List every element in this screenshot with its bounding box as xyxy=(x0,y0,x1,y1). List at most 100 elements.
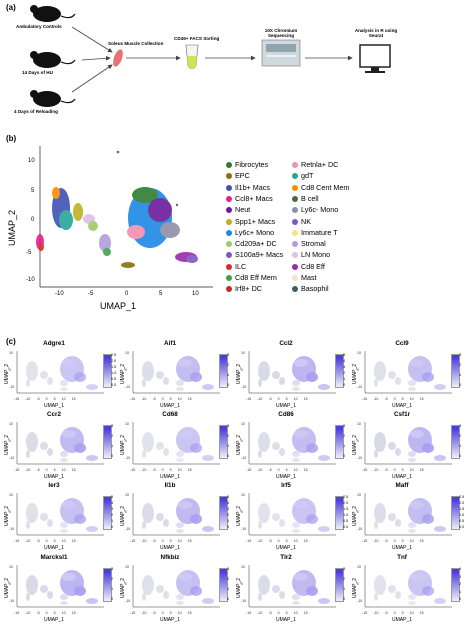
colorbar xyxy=(335,496,344,530)
cluster-blob xyxy=(292,529,300,533)
feature-plot-scatter xyxy=(364,351,452,394)
colorbar xyxy=(335,354,344,388)
mouse-icon xyxy=(30,51,76,68)
feature-plot-scatter xyxy=(132,351,220,394)
colorbar-tick: 0 xyxy=(459,383,462,387)
legend-dot xyxy=(226,241,232,248)
cluster-blob xyxy=(132,187,158,203)
cluster-blob xyxy=(142,593,146,601)
colorbar xyxy=(219,496,228,530)
cluster-blob xyxy=(60,387,68,391)
colorbar-tick: 0 xyxy=(459,597,462,601)
colorbar-tick: 3 xyxy=(227,353,230,357)
feature-plot-xlabel: UMAP_1 xyxy=(392,545,413,551)
feature-plot-ytick: -10 xyxy=(9,599,15,603)
cluster-blob xyxy=(258,503,270,523)
feature-plot-ytick: 0 xyxy=(241,368,243,372)
panel-a-workflow xyxy=(30,5,391,107)
feature-plot-xticks: -15 -10 -5 0 5 10 15 xyxy=(14,397,76,401)
colorbar-tick: 2.0 xyxy=(111,359,117,363)
feature-plot-xlabel: UMAP_1 xyxy=(276,403,297,409)
legend-label: Immature T xyxy=(301,227,338,237)
colorbar-tick: 0 xyxy=(227,597,230,601)
feature-plot-ytick: 0 xyxy=(9,368,11,372)
feature-plot-ytick: 10 xyxy=(125,493,129,497)
cluster-blob xyxy=(26,521,30,529)
step-collection: Soleus Muscle Collection xyxy=(108,41,164,46)
feature-plot-ylabel: UMAP_2 xyxy=(236,434,242,455)
feature-plot-ytick: 10 xyxy=(241,493,245,497)
group-reloading: 4 Days of Reloading xyxy=(14,109,58,114)
legend-label: Spp1+ Macs xyxy=(235,216,276,226)
feature-plot-ylabel: UMAP_2 xyxy=(120,434,126,455)
feature-plot-title: Cd68 xyxy=(162,411,178,418)
colorbar-tick: 2 xyxy=(459,582,462,586)
cluster-blob xyxy=(60,451,68,457)
colorbar-tick: 2.0 xyxy=(343,501,349,505)
cluster-blob xyxy=(60,594,68,600)
cluster-blob xyxy=(142,361,154,381)
feature-plot: Marcksl1 UMAP_2 UMAP_1 -15 -10 -5 0 5 10 15… xyxy=(0,554,116,624)
colorbar-tick: 3 xyxy=(459,353,462,357)
feature-plot: Ccl9 UMAP_2 UMAP_1 -15 -10 -5 0 5 10 15 10 0-… xyxy=(348,340,464,410)
mouse-icon xyxy=(30,90,76,107)
colorbar-tick: 3 xyxy=(227,567,230,571)
legend-item: Retnla+ DC xyxy=(292,160,338,169)
feature-plot-scatter xyxy=(248,351,336,394)
cluster-blob xyxy=(178,359,192,367)
legend-label: Irf8+ DC xyxy=(235,284,262,294)
colorbar-tick: 1.0 xyxy=(111,371,117,375)
legend-dot xyxy=(226,207,232,214)
legend-dot xyxy=(226,218,232,225)
legend-item: Ly6c- Mono xyxy=(292,205,338,214)
feature-plot-ytick: -10 xyxy=(241,456,247,460)
cluster-blob xyxy=(178,573,192,581)
cluster-blob xyxy=(86,598,98,604)
feature-plot-ytick: 0 xyxy=(241,582,243,586)
cluster-blob xyxy=(86,384,98,390)
cluster-blob xyxy=(40,371,48,379)
legend-item: Cd8 Eff Mem xyxy=(226,273,277,282)
cluster-blob xyxy=(272,371,280,379)
feature-plot-title: Irf5 xyxy=(281,482,291,489)
cluster-blob xyxy=(202,526,214,532)
colorbar-tick: 3 xyxy=(111,507,114,511)
cluster-blob xyxy=(88,221,98,231)
colorbar-tick: 1 xyxy=(459,444,462,448)
colorbar-tick: 1 xyxy=(111,587,114,591)
colorbar-tick: 3 xyxy=(343,567,346,571)
cluster-blob xyxy=(160,222,180,238)
cluster-blob xyxy=(156,513,164,521)
feature-plot-xlabel: UMAP_1 xyxy=(160,474,181,480)
feature-plot-ylabel: UMAP_2 xyxy=(4,505,10,526)
step-sequencing: 10X Chromium Sequencing xyxy=(264,28,298,39)
feature-plot-scatter xyxy=(364,422,452,465)
cluster-blob xyxy=(292,522,300,528)
legend-label: Retnla+ DC xyxy=(301,160,339,169)
cluster-blob xyxy=(272,513,280,521)
feature-plot-ytick: 10 xyxy=(125,422,129,426)
cluster-blob xyxy=(121,262,135,268)
legend-item: Cd209a+ DC xyxy=(226,239,277,248)
legend-dot xyxy=(292,241,298,248)
umap-clusters xyxy=(36,150,198,268)
cluster-blob xyxy=(279,377,285,385)
legend-dot xyxy=(292,184,298,191)
colorbar xyxy=(451,496,460,530)
legend-item: Il1b+ Macs xyxy=(226,183,270,192)
legend-label: NK xyxy=(301,216,311,226)
colorbar xyxy=(219,425,228,459)
legend-label: EPC xyxy=(235,171,250,181)
feature-plot-scatter xyxy=(16,493,104,536)
cluster-blob xyxy=(142,503,154,523)
cluster-blob xyxy=(62,430,76,438)
cluster-blob xyxy=(318,526,330,532)
cluster-blob xyxy=(148,198,172,222)
colorbar-tick: 1 xyxy=(343,377,346,381)
feature-plot-ytick: 0 xyxy=(357,510,359,514)
legend-dot xyxy=(292,162,298,168)
cluster-blob xyxy=(99,234,111,252)
colorbar-tick: 1.5 xyxy=(459,507,465,511)
feature-plot: Adgre1 UMAP_2 UMAP_1 -15 -10 -5 0 5 10 15 10… xyxy=(0,340,116,410)
feature-plot-xlabel: UMAP_1 xyxy=(392,403,413,409)
